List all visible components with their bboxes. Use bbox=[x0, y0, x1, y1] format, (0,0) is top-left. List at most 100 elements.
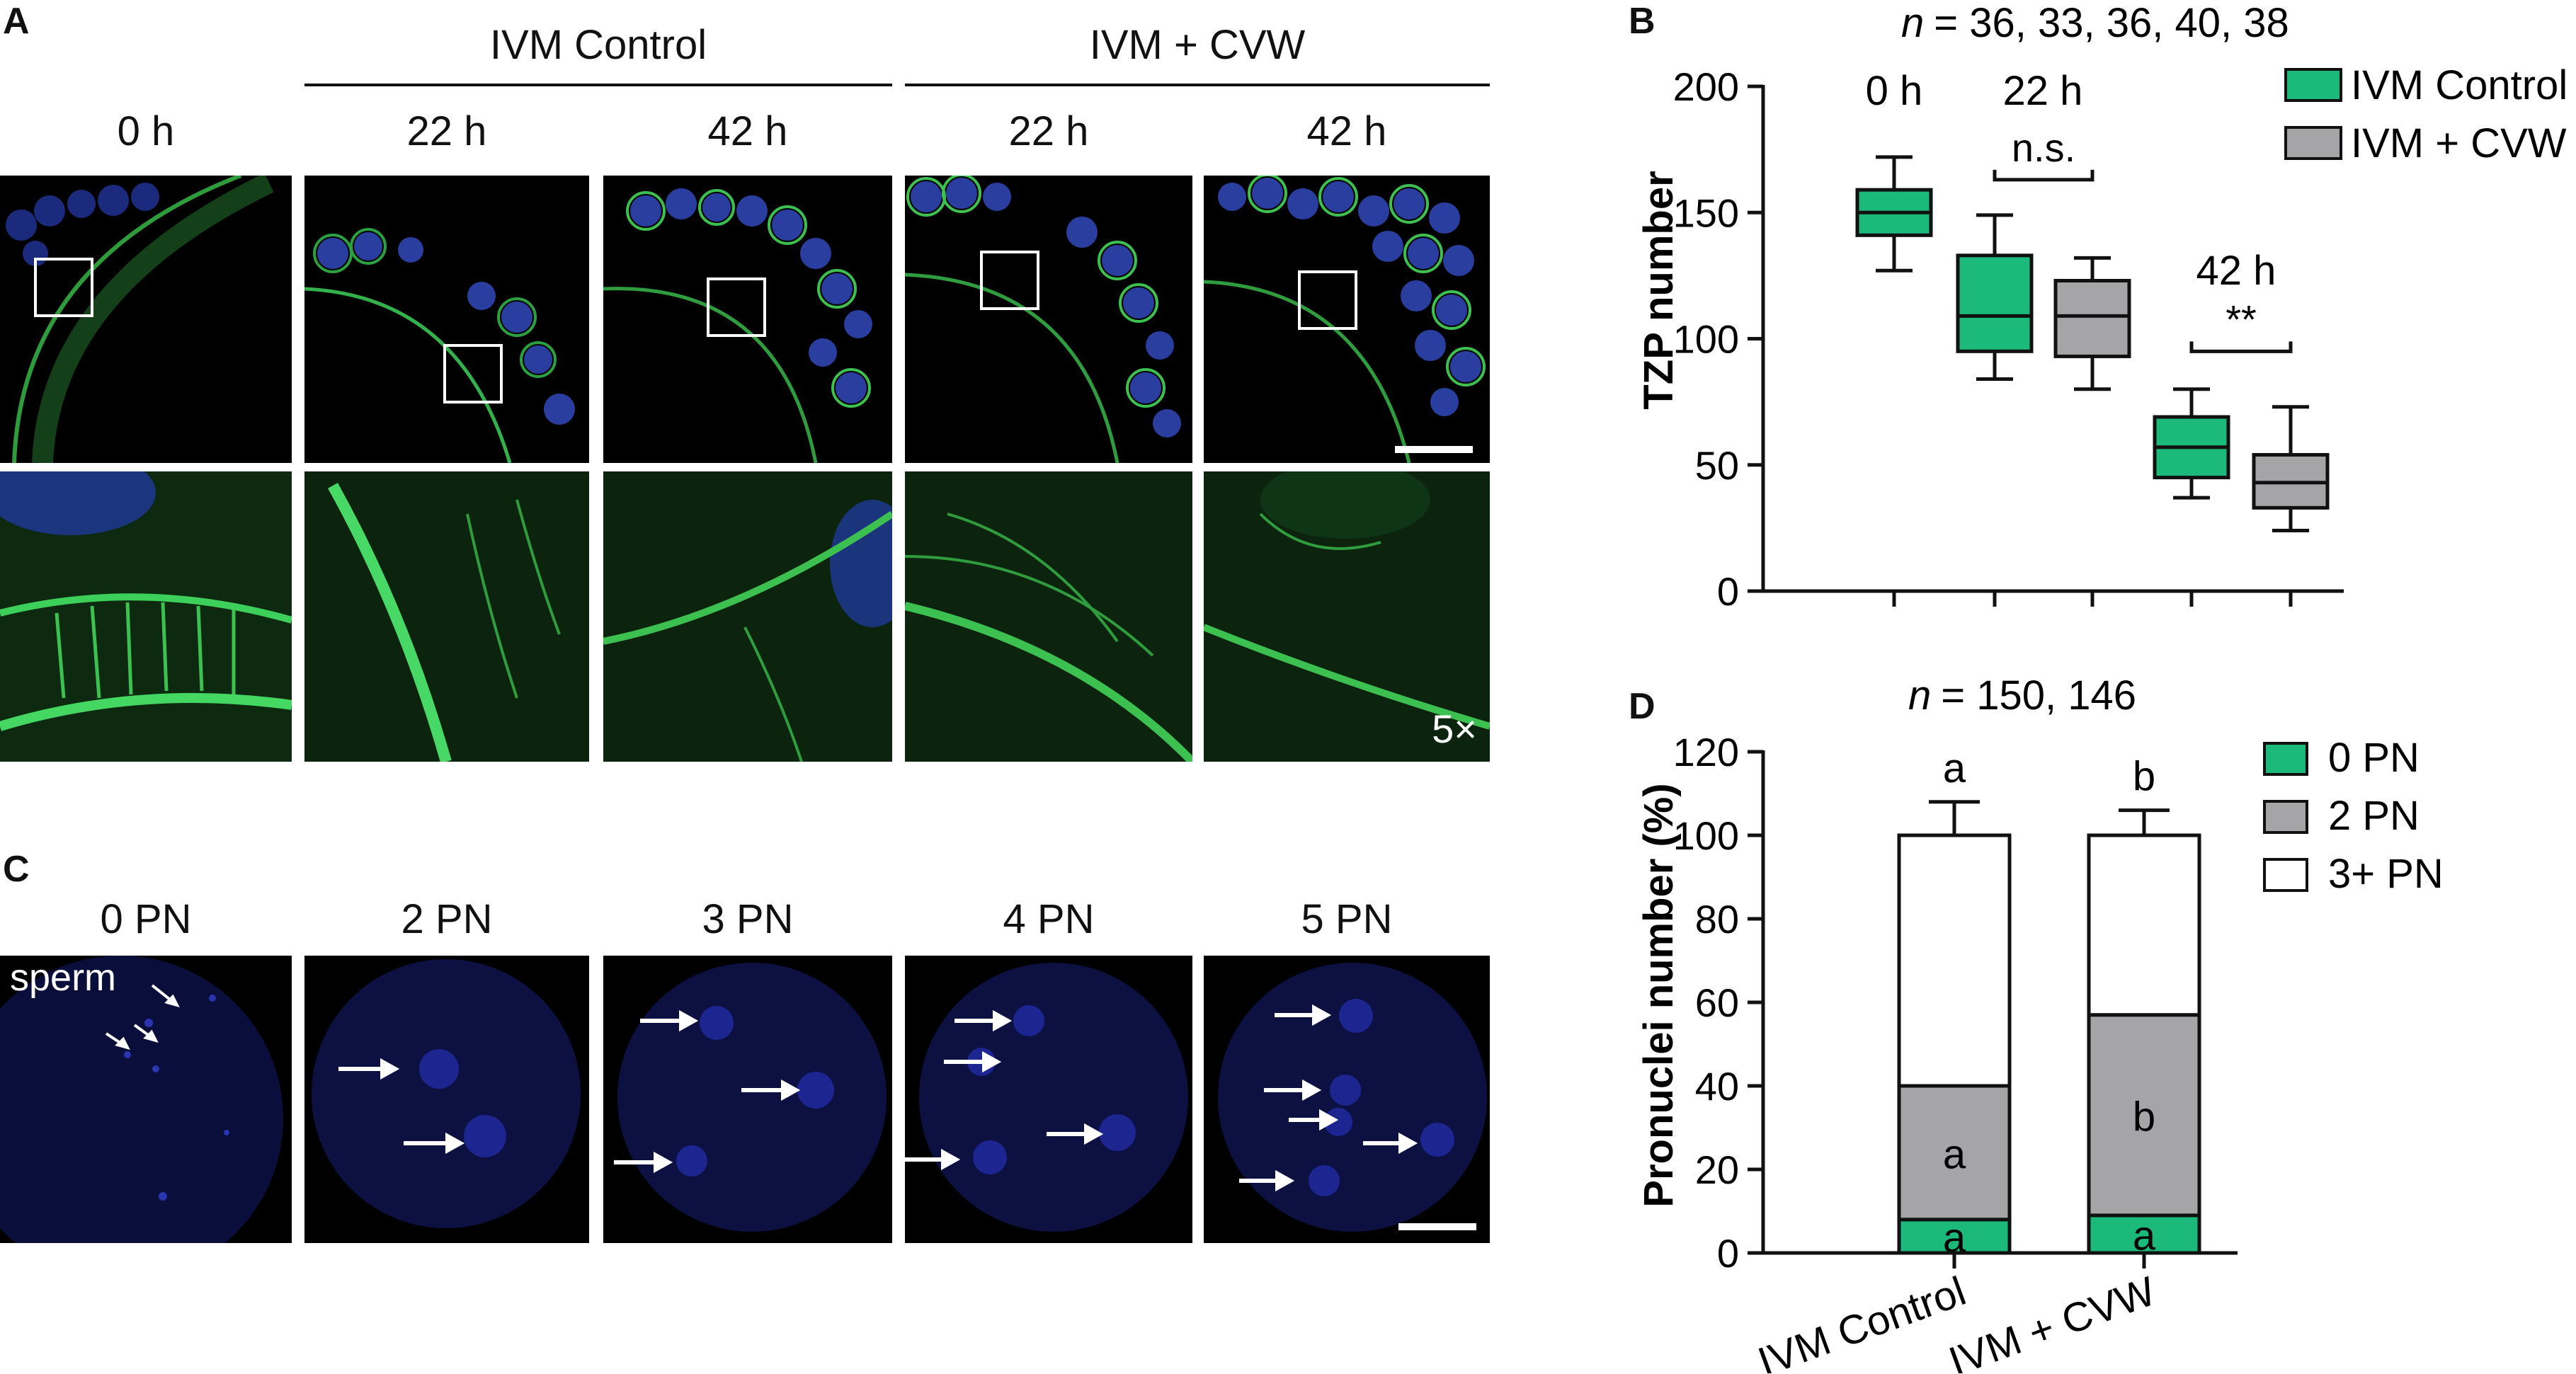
legend-swatch-0pn bbox=[2263, 742, 2308, 776]
y-tick-label: 120 bbox=[1673, 730, 1739, 774]
segment-rect bbox=[2087, 833, 2201, 1017]
column-label-control-42h: 42 h bbox=[707, 108, 788, 154]
y-tick-label: 150 bbox=[1673, 190, 1739, 235]
x-tick-label: IVM + CVW bbox=[1943, 1268, 2162, 1373]
magnification-label: 5× bbox=[1432, 706, 1477, 751]
significance-letter: b bbox=[2133, 754, 2155, 800]
chart-b-legend: IVM Control IVM + CVW bbox=[2284, 62, 2568, 166]
pn-label-4: 4 PN bbox=[1003, 896, 1095, 942]
micrograph-control-42h-zoom bbox=[603, 471, 892, 762]
y-tick-label: 60 bbox=[1695, 980, 1739, 1025]
segment-rect bbox=[1897, 833, 2012, 1088]
legend-swatch-ivm-cvw bbox=[2284, 126, 2342, 160]
embryo-4pn bbox=[905, 956, 1192, 1243]
embryo-0pn: sperm bbox=[0, 956, 292, 1243]
legend-swatch-3pn bbox=[2263, 858, 2308, 892]
chart-d-n-label: n = 150, 146 bbox=[1908, 672, 2136, 719]
annotation-sig-bracket bbox=[2189, 341, 2293, 353]
chart-d-ylabel: Pronuclei number (%) bbox=[1636, 783, 1682, 1207]
micrograph-0h-overview bbox=[0, 176, 292, 463]
y-tick-label: 100 bbox=[1673, 813, 1739, 858]
pn-label-5: 5 PN bbox=[1301, 896, 1393, 942]
micrograph-0h-zoom bbox=[0, 471, 292, 762]
embryo-2pn bbox=[304, 956, 589, 1243]
zoom-box bbox=[707, 277, 766, 337]
zoom-box bbox=[1298, 270, 1357, 330]
zoom-box bbox=[34, 258, 93, 317]
box-4 bbox=[2252, 405, 2330, 532]
panel-letter-b: B bbox=[1629, 1, 1655, 42]
legend-swatch-ivm-control bbox=[2284, 68, 2342, 102]
annotation-sig-label: ** bbox=[2225, 297, 2257, 341]
chart-b-boxes bbox=[1855, 155, 2330, 532]
scale-bar-c bbox=[1398, 1223, 1476, 1230]
micrograph-control-42h-overview bbox=[603, 176, 892, 463]
pn-label-2: 2 PN bbox=[401, 896, 493, 942]
box-2 bbox=[2053, 256, 2131, 391]
column-label-cvw-42h: 42 h bbox=[1306, 108, 1387, 154]
column-label-cvw-22h: 22 h bbox=[1008, 108, 1089, 154]
box-iqr bbox=[1956, 253, 2034, 353]
chart-b-n-label: n = 36, 33, 36, 40, 38 bbox=[1901, 0, 2289, 46]
legend-label-3pn: 3+ PN bbox=[2328, 851, 2444, 897]
pn-label-0: 0 PN bbox=[100, 896, 192, 942]
y-tick-label: 20 bbox=[1695, 1147, 1739, 1192]
bar-segment-0-2: a bbox=[1897, 745, 2012, 1088]
chart-b-annotations: n.s. ** bbox=[1993, 125, 2293, 353]
x-tick-label: IVM Control bbox=[1752, 1268, 1971, 1373]
zoom-box bbox=[443, 344, 503, 403]
chart-b-time-label-22h: 22 h bbox=[2003, 68, 2083, 114]
significance-letter: b bbox=[2133, 1094, 2155, 1140]
group-title-ivm-cvw: IVM + CVW bbox=[1089, 22, 1306, 68]
y-tick-label: 80 bbox=[1695, 897, 1739, 941]
legend-label-2pn: 2 PN bbox=[2328, 793, 2420, 839]
legend-label-0pn: 0 PN bbox=[2328, 735, 2420, 781]
micrograph-control-22h-overview bbox=[304, 176, 589, 463]
box-1 bbox=[1956, 213, 2034, 382]
annotation-ns-bracket bbox=[1993, 169, 2095, 182]
legend-label-ivm-cvw: IVM + CVW bbox=[2351, 120, 2567, 166]
chart-b-x-axis bbox=[1763, 589, 2344, 607]
micrograph-cvw-42h-zoom: 5× bbox=[1204, 471, 1490, 762]
chart-b-y-axis: 0 50 100 150 200 bbox=[1673, 64, 1765, 614]
group-underline-ivm-cvw bbox=[905, 84, 1490, 86]
chart-d-legend: 0 PN 2 PN 3+ PN bbox=[2263, 735, 2444, 897]
y-tick-label: 100 bbox=[1673, 317, 1739, 362]
micrograph-cvw-42h-overview bbox=[1204, 176, 1490, 463]
y-tick-label: 0 bbox=[1717, 569, 1739, 614]
chart-d: n = 150, 146 Pronuclei number (%) 0 20 40 60… bbox=[1636, 672, 2444, 1373]
chart-b-ylabel: TZP number bbox=[1636, 171, 1682, 409]
column-label-0h: 0 h bbox=[117, 108, 175, 154]
chart-d-y-axis: 0 20 40 60 80 100 120 bbox=[1673, 730, 1765, 1276]
pn-label-3: 3 PN bbox=[702, 896, 794, 942]
panel-letter-c: C bbox=[3, 849, 30, 890]
segment-rect bbox=[2087, 1013, 2201, 1218]
significance-letter: a bbox=[1943, 1131, 1966, 1177]
box-3 bbox=[2153, 387, 2230, 500]
column-label-control-22h: 22 h bbox=[406, 108, 487, 154]
scale-bar-a bbox=[1395, 446, 1473, 453]
group-underline-ivm-control bbox=[304, 84, 892, 86]
y-tick-label: 0 bbox=[1717, 1231, 1739, 1276]
embryo-3pn bbox=[603, 956, 892, 1243]
chart-b-time-label-42h: 42 h bbox=[2196, 248, 2276, 294]
significance-letter: a bbox=[1943, 745, 1966, 791]
sperm-label: sperm bbox=[10, 956, 117, 999]
micrograph-control-22h-zoom bbox=[304, 471, 589, 762]
y-tick-label: 40 bbox=[1695, 1064, 1739, 1109]
annotation-ns-label: n.s. bbox=[2012, 125, 2075, 170]
embryo-5pn bbox=[1204, 956, 1490, 1243]
chart-b: n = 36, 33, 36, 40, 38 TZP number 0 50 100 1… bbox=[1636, 0, 2568, 614]
legend-label-ivm-control: IVM Control bbox=[2351, 62, 2568, 108]
bar-segment-1-2: b bbox=[2087, 754, 2201, 1017]
legend-swatch-2pn bbox=[2263, 800, 2308, 834]
bar-segment-1-1: b bbox=[2087, 987, 2201, 1218]
panel-letter-d: D bbox=[1629, 686, 1655, 727]
chart-b-time-label-0h: 0 h bbox=[1866, 68, 1923, 114]
group-title-ivm-control: IVM Control bbox=[489, 22, 707, 68]
box-iqr bbox=[2053, 279, 2131, 358]
y-tick-label: 50 bbox=[1695, 443, 1739, 488]
zoom-box bbox=[980, 251, 1039, 310]
